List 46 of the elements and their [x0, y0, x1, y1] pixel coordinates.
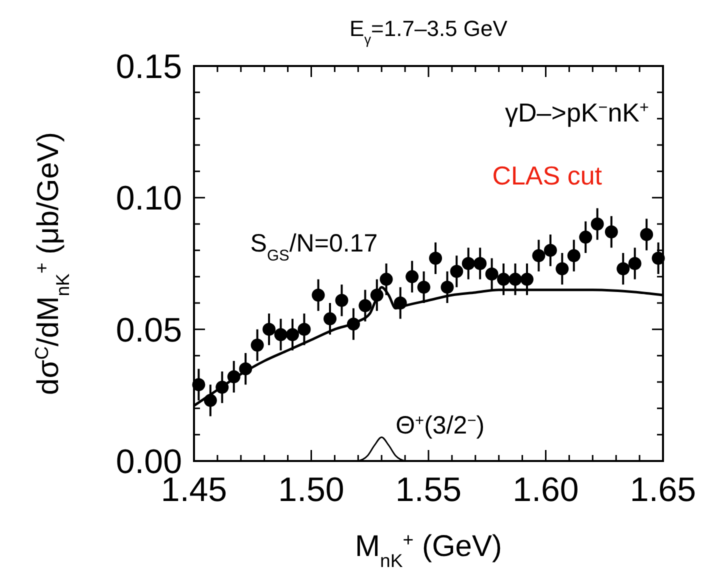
point [616, 262, 630, 276]
annotation: γD–>pK$^{−}$nK$^{+}$ [505, 97, 649, 128]
point [324, 312, 337, 326]
point [406, 270, 419, 284]
point [358, 299, 372, 312]
x-tick-label: 1.55 [395, 471, 462, 509]
y-tick-label: 0.05 [116, 311, 182, 350]
x-tick-label: 1.60 [512, 471, 579, 509]
point [440, 280, 454, 294]
point [312, 288, 325, 302]
point [274, 328, 288, 342]
point [485, 268, 498, 281]
point [250, 338, 264, 352]
point [497, 272, 510, 286]
point [380, 272, 393, 286]
point [192, 378, 206, 392]
x-tick-label: 1.50 [278, 471, 344, 509]
x-axis-title: M$_{nK}$$^{+}$ (GeV) [355, 528, 502, 570]
point [474, 257, 487, 270]
x-tick-label: 1.65 [630, 471, 696, 509]
point [429, 252, 442, 265]
point [556, 262, 569, 276]
point [544, 244, 557, 257]
point [450, 264, 464, 278]
point [567, 249, 580, 262]
series-label: Θ$^{+}$(3/2$^{−}$) [396, 411, 485, 440]
y-tick-label: 0.15 [116, 48, 182, 86]
point [462, 257, 475, 270]
annotation: CLAS cut [492, 160, 603, 190]
point [590, 218, 604, 230]
annotation: S$_{GS}$/N=0.17 [250, 230, 378, 264]
chart-title: E$_{γ}$=1.7–3.5 GeV [350, 16, 508, 46]
point [652, 252, 665, 265]
point [262, 322, 276, 336]
point [520, 272, 534, 286]
point [532, 249, 546, 262]
point [298, 322, 311, 336]
point [286, 328, 299, 342]
point [604, 225, 618, 238]
y-tick-label: 0.10 [116, 180, 182, 218]
point [579, 230, 592, 244]
point [417, 280, 430, 294]
point [640, 228, 654, 242]
point [628, 257, 642, 270]
point [508, 272, 522, 286]
point [335, 294, 348, 307]
